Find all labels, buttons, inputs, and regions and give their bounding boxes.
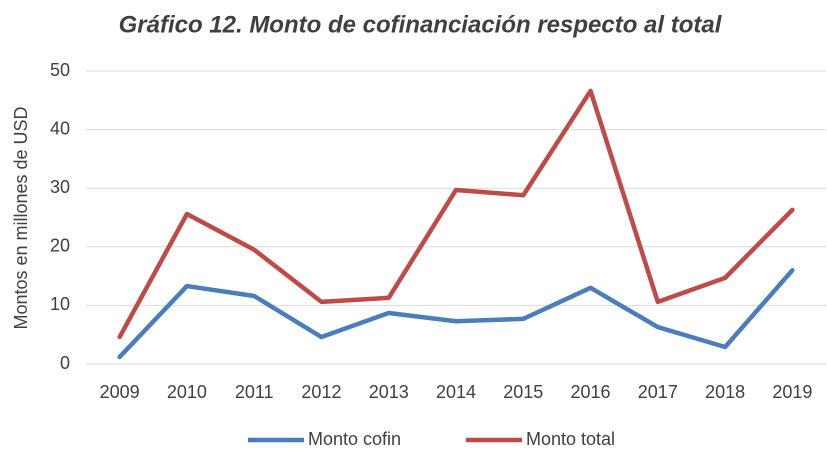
x-tick-label: 2011 (235, 382, 274, 402)
x-tick-label: 2018 (705, 382, 745, 402)
x-tick-label: 2013 (369, 382, 409, 402)
y-tick-label: 40 (50, 118, 70, 138)
x-tick-label: 2015 (503, 382, 543, 402)
legend-label: Monto total (526, 429, 615, 449)
line-series (117, 88, 795, 340)
y-axis-label: Montos en millones de USD (11, 106, 31, 329)
legend-label: Monto cofin (308, 429, 401, 449)
x-tick-label: 2010 (167, 382, 207, 402)
y-tick-label: 0 (60, 353, 70, 373)
x-tick-label: 2019 (772, 382, 812, 402)
x-tick-label: 2016 (571, 382, 611, 402)
y-tick-label: 30 (50, 177, 70, 197)
y-tick-label: 50 (50, 60, 70, 80)
x-tick-label: 2014 (436, 382, 476, 402)
x-tick-label: 2009 (100, 382, 140, 402)
chart-title: Gráfico 12. Monto de cofinanciación resp… (119, 11, 723, 38)
y-tick-label: 20 (50, 236, 70, 256)
x-tick-label: 2017 (638, 382, 678, 402)
line-series (117, 267, 795, 360)
y-tick-label: 10 (50, 294, 70, 314)
x-tick-label: 2012 (301, 382, 341, 402)
